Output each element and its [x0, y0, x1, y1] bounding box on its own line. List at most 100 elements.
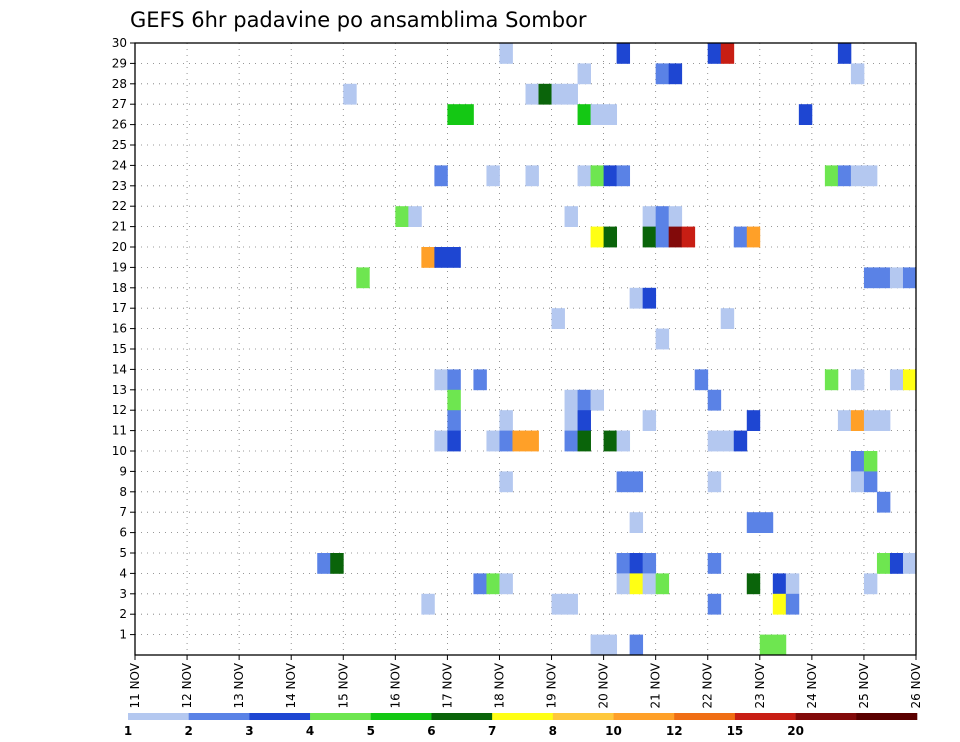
heatmap-cell	[863, 267, 878, 289]
y-tick-label: 20	[112, 240, 127, 254]
heatmap-cell	[590, 104, 604, 125]
heatmap-cell	[499, 430, 513, 452]
colorbar-label: 7	[488, 724, 496, 738]
heatmap-cell	[551, 83, 565, 105]
heatmap-cell	[590, 634, 604, 656]
heatmap-cell	[434, 165, 448, 187]
heatmap-cell	[863, 451, 878, 472]
y-tick-label: 8	[119, 485, 127, 499]
colorbar-segment	[795, 713, 857, 720]
colorbar-label: 1	[124, 724, 132, 738]
heatmap-cell	[850, 471, 865, 493]
x-tick-label: 25 NOV	[857, 662, 871, 708]
heatmap-cell	[655, 226, 670, 248]
heatmap-cell	[525, 430, 539, 452]
colorbar-segment	[492, 713, 554, 720]
x-tick-label: 20 NOV	[597, 662, 611, 708]
heatmap-cell	[772, 634, 787, 656]
x-axis-ticks: 11 NOV 12 NOV 13 NOV 14 NOV 15 NOV 16 NOV 17 N…	[128, 655, 923, 709]
heatmap-cell	[707, 553, 722, 574]
y-tick-label: 25	[112, 138, 127, 152]
heatmap-cell	[330, 553, 344, 574]
heatmap-cell	[785, 593, 800, 615]
y-tick-label: 23	[112, 179, 127, 193]
heatmap-cell	[824, 369, 839, 391]
y-tick-label: 13	[112, 383, 127, 397]
heatmap-cell	[616, 430, 631, 452]
heatmap-cell	[707, 593, 722, 615]
heatmap-cell	[564, 430, 578, 452]
heatmap-cell	[603, 165, 618, 187]
heatmap-cell	[772, 573, 787, 595]
heatmap-cell	[577, 410, 591, 431]
colorbar-segment	[128, 713, 189, 720]
y-tick-label: 24	[112, 158, 127, 172]
heatmap-cell	[863, 471, 878, 493]
heatmap-cell	[577, 430, 591, 452]
heatmap-cell	[460, 104, 474, 125]
heatmap-cell	[447, 104, 461, 125]
heatmap-cell	[629, 553, 644, 574]
heatmap-cell	[434, 430, 448, 452]
heatmap-cell	[499, 410, 513, 431]
heatmap-cell	[772, 593, 787, 615]
x-tick-label: 18 NOV	[492, 662, 506, 708]
heatmap-cell	[486, 165, 500, 187]
heatmap-cell	[603, 226, 618, 248]
heatmap-cell	[863, 165, 878, 187]
heatmap-cell	[707, 430, 722, 452]
heatmap-cell	[590, 389, 604, 411]
colorbar-segment	[310, 713, 372, 720]
heatmap-cell	[902, 267, 917, 289]
heatmap-cell	[655, 206, 670, 227]
heatmap-cell	[525, 165, 539, 187]
heatmap-cell	[707, 471, 722, 493]
heatmap-cell	[577, 165, 591, 187]
heatmap-cell	[746, 226, 761, 248]
heatmap-cell	[616, 165, 631, 187]
heatmap-cell	[850, 451, 865, 472]
y-tick-label: 14	[112, 362, 127, 376]
x-tick-label: 19 NOV	[545, 662, 559, 708]
heatmap-cell	[837, 410, 852, 431]
y-tick-label: 4	[119, 566, 127, 580]
x-tick-label: 22 NOV	[701, 662, 715, 708]
heatmap-cell	[629, 471, 644, 493]
x-tick-label: 14 NOV	[284, 662, 298, 708]
heatmap-cell	[525, 83, 539, 105]
heatmap-cell	[876, 267, 891, 289]
y-tick-label: 9	[119, 464, 127, 478]
heatmap-cell	[616, 43, 631, 64]
colorbar: 1 2 3 4 5 6 7 8 10 12 15 20	[124, 713, 918, 738]
colorbar-segment	[734, 713, 796, 720]
y-tick-label: 15	[112, 342, 127, 356]
x-tick-label: 13 NOV	[232, 662, 246, 708]
x-tick-label: 23 NOV	[753, 662, 767, 708]
x-tick-label: 16 NOV	[388, 662, 402, 708]
y-tick-label: 26	[112, 118, 127, 132]
heatmap-cell	[902, 369, 917, 391]
heatmap-cell	[603, 634, 618, 656]
heatmap-cell	[642, 553, 657, 574]
y-tick-label: 16	[112, 322, 127, 336]
heatmap-cell	[720, 308, 735, 329]
y-tick-label: 10	[112, 444, 127, 458]
heatmap-cell	[850, 410, 865, 431]
heatmap-cell	[421, 593, 435, 615]
y-tick-label: 11	[112, 424, 127, 438]
colorbar-segment	[674, 713, 736, 720]
x-tick-label: 11 NOV	[128, 662, 142, 708]
colorbar-segment	[613, 713, 675, 720]
heatmap-cell	[746, 410, 761, 431]
heatmap-cell	[447, 410, 461, 431]
heatmap-cell	[551, 593, 565, 615]
y-tick-label: 17	[112, 301, 127, 315]
heatmap-cell	[473, 369, 487, 391]
heatmap-cell	[499, 573, 513, 595]
heatmap-cell	[681, 226, 696, 248]
heatmap-cell	[889, 267, 904, 289]
colorbar-label: 12	[666, 724, 683, 738]
heatmap-cell	[564, 593, 578, 615]
colorbar-label: 10	[605, 724, 622, 738]
colorbar-label: 2	[185, 724, 193, 738]
